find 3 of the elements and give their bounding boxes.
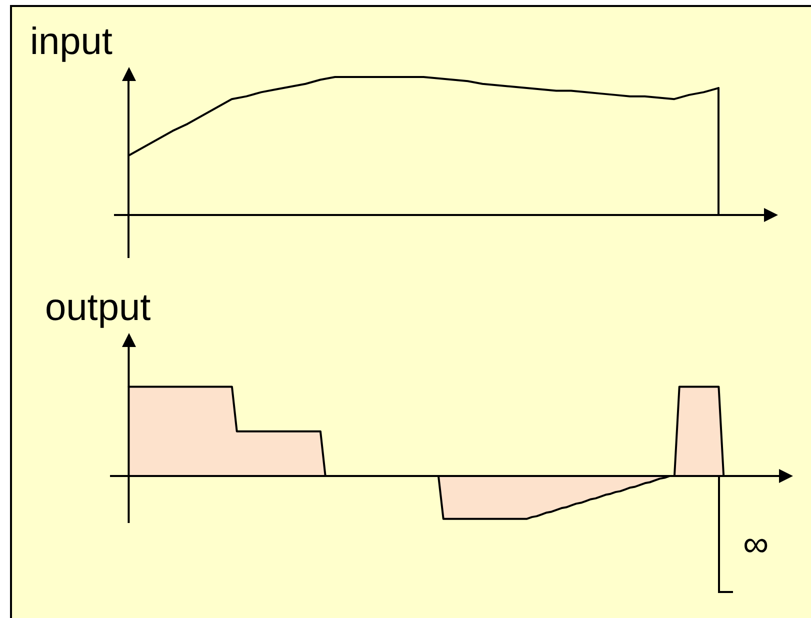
chart-title: input: [30, 20, 112, 63]
chart-title: output: [45, 286, 151, 329]
text: ∞: [743, 523, 769, 564]
